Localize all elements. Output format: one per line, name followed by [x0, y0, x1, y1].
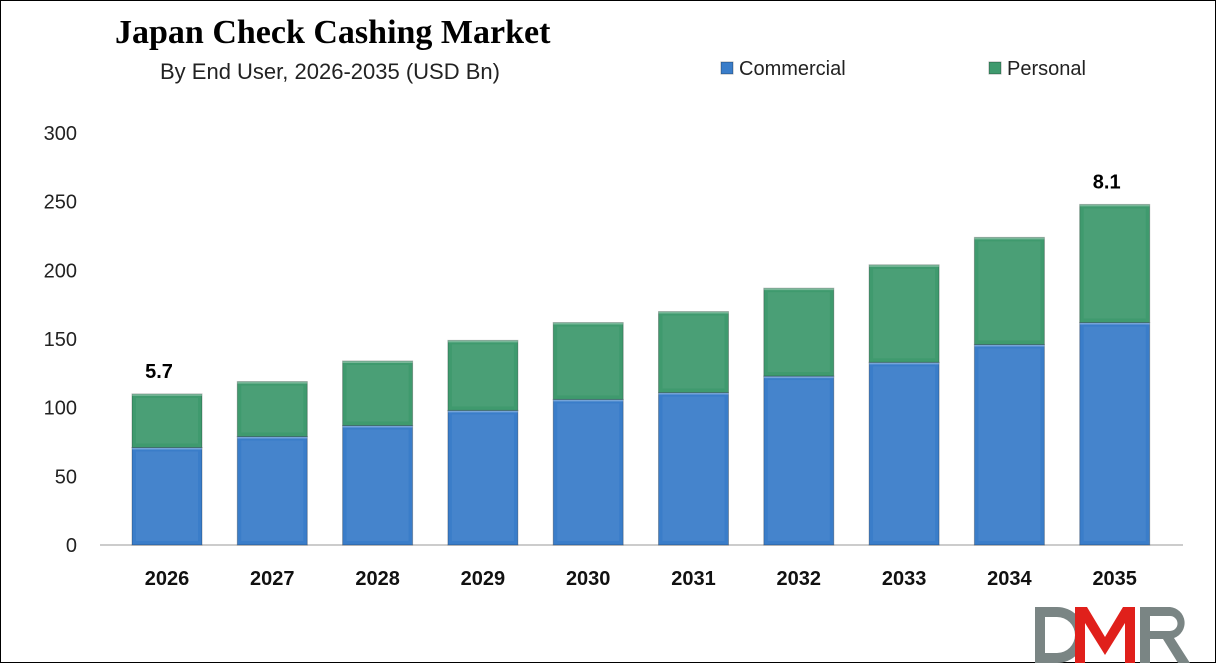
x-tick-label: 2033	[882, 568, 927, 590]
y-axis: 0 50 100 150 200 250 300	[44, 123, 77, 557]
legend-label: Personal	[1007, 58, 1086, 80]
bar-personal-2032	[763, 287, 835, 377]
bar-commercial-2030	[552, 398, 624, 546]
bar-personal-2035	[1079, 203, 1151, 324]
chart-title: Japan Check Cashing Market	[115, 14, 551, 51]
y-tick-label: 100	[44, 398, 77, 420]
bar-commercial-2028	[342, 425, 414, 546]
data-label: 8.1	[1093, 171, 1121, 193]
x-tick-label: 2034	[987, 568, 1032, 590]
x-axis: 2026 2027 2028 2029 2030 2031 2032 2033 2034 2035	[145, 568, 1137, 590]
y-tick-label: 300	[44, 123, 77, 145]
y-tick-label: 250	[44, 192, 77, 214]
data-label: 5.7	[145, 361, 173, 383]
bar-commercial-2027	[236, 436, 308, 546]
bar-personal-2026	[131, 393, 203, 448]
dmr-logo	[1035, 607, 1190, 663]
bar-personal-2030	[552, 322, 624, 400]
x-tick-label: 2031	[671, 568, 716, 590]
bar-personal-2028	[342, 360, 414, 427]
bars	[131, 203, 1151, 546]
x-tick-label: 2026	[145, 568, 190, 590]
bar-personal-2031	[658, 311, 729, 394]
bar-commercial-2026	[131, 446, 203, 546]
y-tick-label: 200	[44, 260, 77, 282]
bar-commercial-2035	[1079, 322, 1151, 546]
x-tick-label: 2028	[355, 568, 400, 590]
bar-commercial-2032	[763, 375, 835, 546]
bar-personal-2034	[973, 236, 1045, 345]
bar-commercial-2029	[447, 409, 519, 546]
y-tick-label: 0	[66, 535, 77, 557]
legend-item-personal: Personal	[988, 58, 1086, 80]
x-tick-label: 2030	[566, 568, 611, 590]
bar-personal-2033	[868, 264, 940, 363]
legend-label: Commercial	[739, 58, 846, 80]
legend-item-commercial: Commercial	[720, 58, 846, 80]
y-tick-label: 150	[44, 329, 77, 351]
data-labels: 5.7 8.1	[145, 171, 1121, 383]
legend: Commercial Personal	[720, 58, 1086, 80]
x-tick-label: 2032	[777, 568, 822, 590]
bar-commercial-2033	[868, 361, 940, 546]
y-tick-label: 50	[55, 466, 77, 488]
chart-subtitle: By End User, 2026-2035 (USD Bn)	[160, 59, 500, 84]
x-tick-label: 2035	[1092, 568, 1137, 590]
x-tick-label: 2029	[461, 568, 506, 590]
x-tick-label: 2027	[250, 568, 295, 590]
bar-commercial-2031	[658, 392, 729, 546]
bar-personal-2027	[236, 381, 308, 438]
bar-commercial-2034	[973, 343, 1045, 546]
bar-personal-2029	[447, 339, 519, 411]
